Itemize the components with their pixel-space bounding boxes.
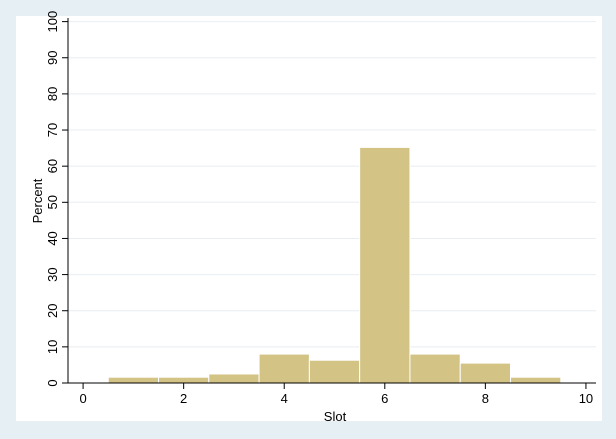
x-tick-label-8: 8	[482, 391, 489, 406]
x-tick-label-10: 10	[579, 391, 593, 406]
y-tick-label-70: 70	[45, 123, 60, 137]
x-tick-label-0: 0	[79, 391, 86, 406]
y-tick-label-80: 80	[45, 87, 60, 101]
x-tick-label-6: 6	[381, 391, 388, 406]
gridlines	[68, 21, 596, 348]
y-tick-label-30: 30	[45, 267, 60, 281]
y-tick-label-10: 10	[45, 340, 60, 354]
histogram-bar-3	[208, 373, 260, 384]
tick-labels: 0 10 20 30 40 50 60 70 80 90 100 0 2 4 6 8 10	[45, 11, 593, 406]
y-tick-label-90: 90	[45, 51, 60, 65]
x-axis-title: Slot	[324, 409, 347, 424]
y-tick-label-50: 50	[45, 195, 60, 209]
histogram-bar-5	[308, 359, 361, 384]
histogram-bar-4	[258, 353, 310, 384]
y-tick-label-100: 100	[45, 11, 60, 33]
histogram-bar-9	[510, 376, 562, 384]
y-tick-label-20: 20	[45, 303, 60, 317]
y-tick-label-0: 0	[45, 379, 60, 386]
histogram-bar-7	[409, 353, 461, 384]
y-tick-label-60: 60	[45, 159, 60, 173]
histogram-bar-6	[359, 146, 411, 384]
histogram-bar-2	[158, 376, 210, 384]
histogram-bar-8	[459, 362, 512, 384]
bars	[107, 146, 562, 384]
histogram-bar-1	[107, 376, 160, 384]
plot-background	[16, 16, 602, 421]
x-tick-label-2: 2	[180, 391, 187, 406]
x-tick-label-4: 4	[281, 391, 288, 406]
y-tick-label-40: 40	[45, 231, 60, 245]
y-axis-title: Percent	[30, 178, 45, 223]
axes	[67, 18, 596, 384]
